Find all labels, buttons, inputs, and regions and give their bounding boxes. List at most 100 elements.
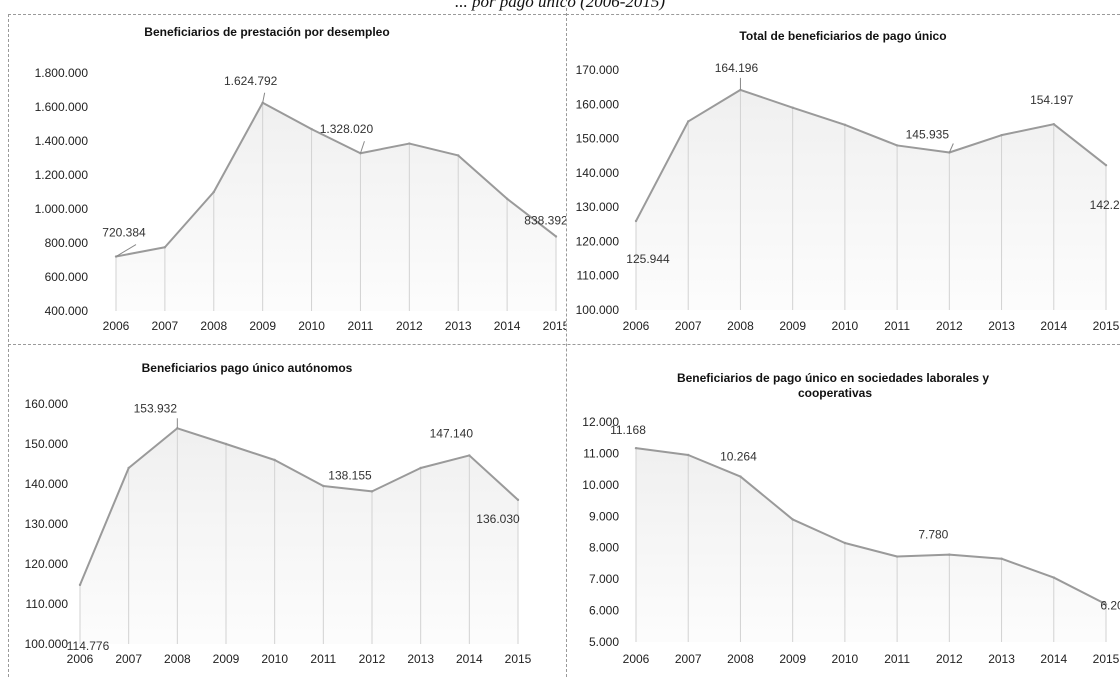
y-tick-label: 1.600.000 [35, 100, 89, 114]
panel-divider [566, 14, 1120, 15]
x-tick-label: 2013 [988, 652, 1015, 666]
y-tick-label: 130.000 [576, 200, 620, 214]
y-tick-label: 800.000 [45, 236, 89, 250]
x-tick-label: 2013 [445, 319, 472, 333]
data-point [1104, 603, 1108, 606]
x-tick-label: 2010 [832, 652, 859, 666]
y-tick-label: 150.000 [576, 132, 620, 146]
panel-divider [566, 8, 567, 677]
x-tick-label: 2007 [675, 319, 702, 333]
data-point [1052, 122, 1055, 126]
series-line [635, 88, 1107, 222]
data-point [687, 453, 690, 457]
y-tick-label: 1.800.000 [35, 66, 89, 80]
x-tick-label: 2015 [505, 652, 532, 666]
y-tick-label: 150.000 [25, 437, 69, 451]
chart-svg: Beneficiarios de prestación por desemple… [35, 25, 566, 333]
y-tick-label: 110.000 [26, 597, 69, 611]
x-tick-label: 2010 [261, 652, 288, 666]
x-tick-label: 2013 [407, 652, 434, 666]
x-tick-label: 2007 [115, 652, 142, 666]
panel-divider [8, 14, 9, 677]
chart-title: Beneficiarios de prestación por desemple… [144, 25, 389, 39]
panel-divider [8, 344, 1120, 345]
chart-panel: Beneficiarios de prestación por desemple… [8, 14, 566, 344]
data-label: 10.264 [720, 450, 757, 464]
data-point [687, 120, 690, 123]
y-tick-label: 110.000 [577, 269, 620, 283]
data-point [634, 219, 638, 223]
data-point [948, 553, 951, 556]
data-point [843, 541, 847, 545]
chart-panel: Beneficiarios de pago único en sociedade… [566, 344, 1120, 677]
area-fill [116, 102, 556, 311]
data-label: 1.328.020 [320, 122, 374, 136]
label-leader-line [262, 92, 266, 103]
y-tick-label: 140.000 [576, 166, 620, 180]
x-tick-label: 2014 [494, 319, 521, 333]
data-label: 7.780 [918, 528, 948, 542]
data-label: 125.944 [626, 252, 670, 266]
y-tick-label: 7.000 [589, 572, 619, 586]
y-tick-label: 160.000 [576, 97, 620, 111]
data-point [1000, 557, 1003, 560]
x-tick-label: 2013 [988, 319, 1015, 333]
data-point [505, 197, 509, 200]
data-label: 142.23 [1090, 198, 1120, 212]
data-point [516, 498, 520, 502]
data-point [78, 583, 82, 587]
x-tick-label: 2009 [213, 652, 240, 666]
x-tick-label: 2010 [832, 319, 859, 333]
data-point [895, 555, 899, 558]
series-line [115, 101, 557, 258]
x-tick-label: 2012 [936, 652, 963, 666]
label-leader-line [359, 141, 365, 154]
x-tick-label: 2012 [396, 319, 423, 333]
area-fill [80, 428, 518, 644]
data-point [176, 427, 179, 430]
y-tick-label: 11.000 [583, 446, 619, 460]
data-point [370, 490, 374, 493]
y-tick-label: 8.000 [589, 541, 619, 555]
data-point [322, 484, 325, 488]
y-tick-label: 170.000 [576, 63, 620, 77]
chart-panel: Total de beneficiarios de pago único 100.… [566, 14, 1120, 344]
data-label: 164.196 [715, 61, 759, 75]
data-point [843, 123, 847, 127]
y-tick-label: 600.000 [45, 270, 89, 284]
data-point [739, 475, 742, 478]
area-fill [636, 448, 1106, 642]
data-point [310, 127, 313, 131]
x-tick-label: 2009 [249, 319, 276, 333]
data-point [212, 190, 215, 194]
y-tick-label: 160.000 [25, 397, 69, 411]
x-tick-label: 2008 [200, 319, 227, 333]
label-leader-line [115, 244, 137, 257]
x-tick-label: 2011 [884, 652, 910, 666]
data-label: 838.392 [524, 213, 566, 227]
y-tick-label: 12.000 [582, 415, 619, 429]
data-point [1052, 576, 1055, 579]
panel-divider [8, 14, 566, 15]
data-point [457, 154, 460, 157]
chart-title: Beneficiarios de pago único en sociedade… [677, 371, 989, 385]
x-tick-label: 2011 [884, 319, 910, 333]
y-tick-label: 100.000 [25, 637, 69, 651]
chart-title: Total de beneficiarios de pago único [739, 29, 946, 43]
y-tick-label: 6.000 [589, 604, 619, 618]
x-tick-label: 2008 [727, 319, 754, 333]
y-tick-label: 400.000 [45, 304, 89, 318]
x-tick-label: 2008 [727, 652, 754, 666]
y-tick-label: 100.000 [576, 303, 620, 317]
data-point [273, 458, 276, 462]
x-tick-label: 2015 [1093, 652, 1120, 666]
y-tick-label: 130.000 [25, 517, 69, 531]
data-point [1000, 133, 1003, 137]
data-label: 720.384 [102, 226, 146, 240]
x-tick-label: 2015 [543, 319, 566, 333]
data-point [419, 466, 422, 470]
data-label: 11.168 [610, 423, 646, 437]
data-point [791, 106, 794, 109]
data-point [1104, 164, 1108, 167]
